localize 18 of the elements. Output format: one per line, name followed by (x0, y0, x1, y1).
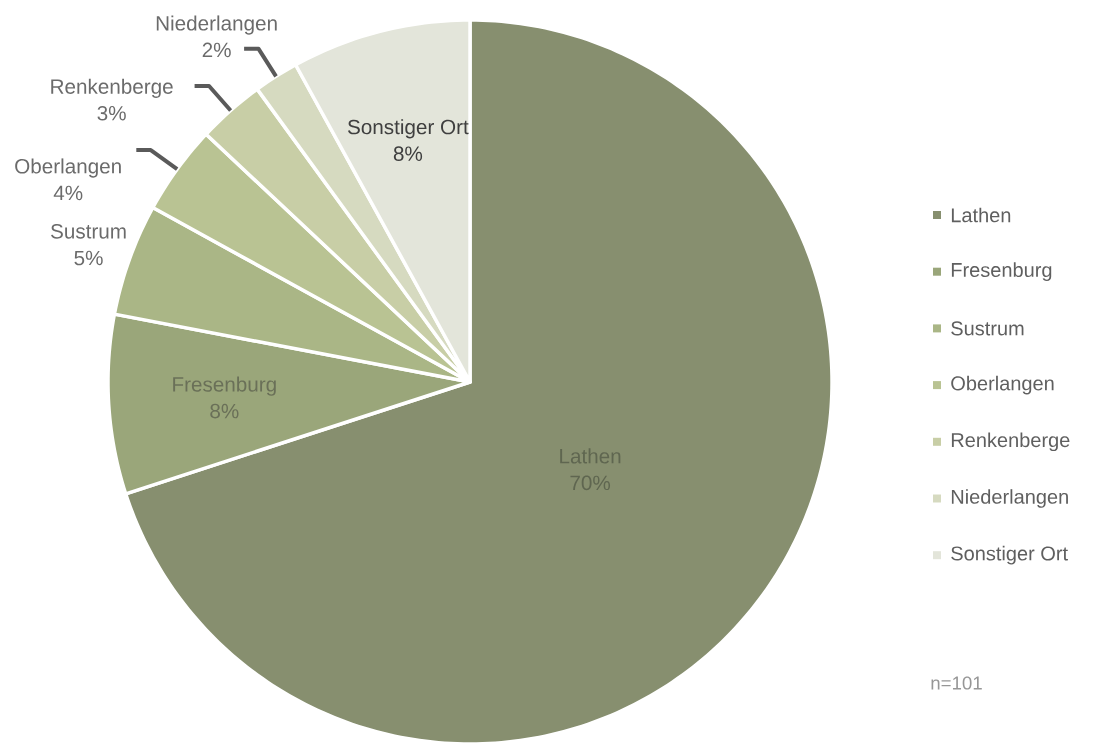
data-label: 8% (393, 146, 423, 161)
slice-label: Oberlangen (15, 158, 121, 178)
data-label: 5% (74, 250, 103, 266)
slice-label: Renkenberge (51, 78, 173, 98)
legend-label: Sonstiger Ort (951, 545, 1068, 565)
slice-label: Sustrum (51, 223, 126, 239)
legend-label: Lathen (951, 207, 1011, 223)
data-label: 4% (53, 185, 83, 201)
text: n=101 (931, 676, 982, 690)
legend-label: Renkenberge (951, 432, 1070, 452)
legend-label: Oberlangen (951, 375, 1054, 395)
slice-label: Niederlangen (156, 15, 277, 35)
slice-label: Sonstiger Ort (347, 119, 469, 139)
data-label: 2% (202, 42, 231, 58)
legend-label: Niederlangen (951, 489, 1068, 508)
data-label: 3% (97, 105, 126, 121)
legend-label: Fresenburg (951, 262, 1052, 282)
legend-label: Sustrum (951, 321, 1024, 336)
